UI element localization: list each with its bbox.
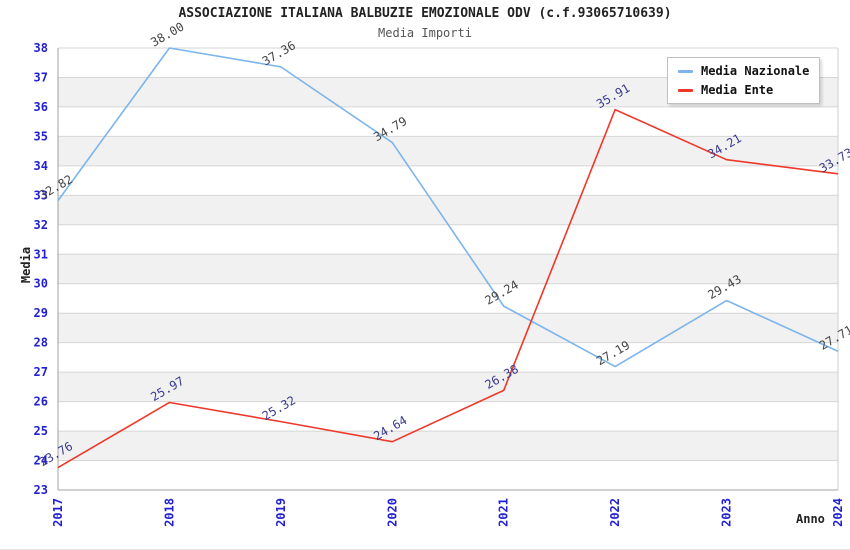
y-tick-label: 33	[34, 188, 48, 202]
y-tick-label: 24	[34, 454, 48, 468]
y-tick-label: 28	[34, 336, 48, 350]
y-tick-label: 25	[34, 424, 48, 438]
x-tick-label: 2020	[385, 498, 399, 527]
y-tick-label: 26	[34, 395, 48, 409]
y-tick-label: 29	[34, 306, 48, 320]
x-tick-label: 2017	[51, 498, 65, 527]
data-label-media-ente: 23.76	[37, 439, 75, 469]
x-axis-title: Anno	[796, 512, 825, 526]
series-line-media-nazionale	[57, 47, 839, 368]
y-tick-label: 32	[34, 218, 48, 232]
legend-item-media-nazionale[interactable]: Media Nazionale	[678, 64, 809, 78]
data-label-media-nazionale: 38.00	[148, 19, 186, 49]
y-tick-label: 27	[34, 365, 48, 379]
grid-band	[58, 372, 838, 402]
x-tick-label: 2022	[608, 498, 622, 527]
legend-dash-icon	[678, 88, 693, 92]
legend-label: Media Nazionale	[701, 64, 810, 78]
y-tick-label: 36	[34, 100, 48, 114]
grid-band	[58, 431, 838, 461]
legend-label: Media Ente	[701, 83, 774, 97]
data-label-media-nazionale: 37.36	[260, 38, 298, 68]
y-tick-label: 23	[34, 483, 48, 497]
grid-band	[58, 254, 838, 284]
y-tick-label: 35	[34, 129, 48, 143]
x-tick-label: 2021	[497, 498, 511, 527]
x-tick-label: 2018	[162, 498, 176, 527]
y-tick-label: 34	[34, 159, 48, 173]
legend: Media Nazionale Media Ente	[667, 57, 821, 104]
x-tick-label: 2023	[720, 498, 734, 527]
grid-band	[58, 195, 838, 225]
y-tick-label: 37	[34, 70, 48, 84]
y-tick-label: 30	[34, 277, 48, 291]
legend-item-media-ente[interactable]: Media Ente	[678, 83, 809, 97]
chart-title: ASSOCIAZIONE ITALIANA BALBUZIE EMOZIONAL…	[178, 6, 672, 21]
x-tick-label: 2024	[831, 498, 845, 527]
chart-subtitle: Media Importi	[378, 26, 472, 40]
legend-dash-icon	[678, 69, 693, 73]
series-line-media-ente	[57, 108, 839, 469]
y-tick-label: 31	[34, 247, 48, 261]
grid-band	[58, 313, 838, 343]
y-tick-label: 38	[34, 41, 48, 55]
x-tick-label: 2019	[274, 498, 288, 527]
